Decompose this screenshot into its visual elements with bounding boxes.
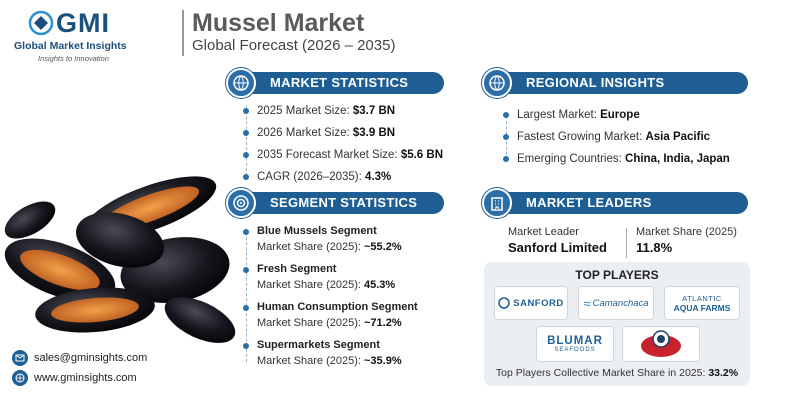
top-players-title: TOP PLAYERS [575, 268, 659, 282]
globe-chart-icon [226, 68, 256, 98]
mail-icon [12, 350, 28, 366]
market-statistics-line [246, 106, 247, 176]
gmi-emblem-icon [28, 10, 54, 36]
leader-label: Market Leader [508, 226, 579, 238]
segment-item: Human Consumption Segment Market Share (… [243, 300, 418, 332]
regional-insights-header: REGIONAL INSIGHTS [494, 72, 748, 94]
top-players-footer: Top Players Collective Market Share in 2… [495, 367, 739, 379]
segment-statistics-line [246, 232, 247, 362]
mussels-image [4, 176, 236, 343]
target-icon [226, 188, 256, 218]
sanford-logo: SANFORD [494, 286, 568, 320]
gmi-logo: GMI Global Market Insights Insights to I… [12, 8, 132, 70]
top-players-panel: TOP PLAYERS SANFORD ≈ Camanchaca ATLANTI… [484, 262, 750, 386]
segment-statistics-header: SEGMENT STATISTICS [238, 192, 444, 214]
building-icon [482, 188, 512, 218]
badge-logo [622, 326, 700, 362]
contact-website[interactable]: www.gminsights.com [12, 370, 137, 386]
logo-text: GMI [56, 8, 110, 38]
stat-row: Emerging Countries: China, India, Japan [503, 148, 730, 170]
page-subtitle: Global Forecast (2026 – 2035) [192, 37, 396, 54]
camanchaca-logo: ≈ Camanchaca [578, 286, 654, 320]
stat-row: CAGR (2026–2035): 4.3% [243, 166, 443, 188]
stat-row: Largest Market: Europe [503, 104, 730, 126]
market-statistics-heading: MARKET STATISTICS [270, 75, 409, 90]
sanford-mark-icon [498, 297, 510, 309]
brand-name: Global Market Insights [14, 40, 127, 52]
stat-row: Fastest Growing Market: Asia Pacific [503, 126, 730, 148]
leader-share-label: Market Share (2025) [636, 226, 737, 238]
wave-icon: ≈ [583, 295, 591, 311]
segment-statistics-list: Blue Mussels Segment Market Share (2025)… [243, 224, 418, 376]
atlantic-aqua-farms-logo: ATLANTIC AQUA FARMS [664, 286, 740, 320]
red-badge-emblem-icon [641, 330, 681, 357]
segment-item: Supermarkets Segment Market Share (2025)… [243, 338, 418, 370]
stat-row: 2026 Market Size: $3.9 BN [243, 122, 443, 144]
segment-item: Fresh Segment Market Share (2025): 45.3% [243, 262, 418, 294]
market-leader-box: Market Leader Sanford Limited Market Sha… [508, 226, 748, 262]
page-title: Mussel Market [192, 9, 365, 37]
market-leaders-heading: MARKET LEADERS [526, 195, 652, 210]
stat-row: 2035 Forecast Market Size: $5.6 BN [243, 144, 443, 166]
blumar-logo: BLUMAR SEAFOODS [536, 326, 614, 362]
leader-share-value: 11.8% [636, 240, 673, 255]
leader-divider [626, 228, 627, 258]
stat-row: 2025 Market Size: $3.7 BN [243, 100, 443, 122]
regional-insights-list: Largest Market: Europe Fastest Growing M… [503, 104, 730, 170]
segment-statistics-heading: SEGMENT STATISTICS [270, 195, 418, 210]
page-header: Mussel Market Global Forecast (2026 – 20… [182, 10, 395, 56]
market-statistics-list: 2025 Market Size: $3.7 BN 2026 Market Si… [243, 100, 443, 188]
globe-link-icon [12, 370, 28, 386]
globe-icon [482, 68, 512, 98]
contact-email[interactable]: sales@gminsights.com [12, 350, 147, 366]
brand-tagline: Insights to Innovation [38, 54, 109, 63]
segment-item: Blue Mussels Segment Market Share (2025)… [243, 224, 418, 256]
regional-insights-heading: REGIONAL INSIGHTS [526, 75, 665, 90]
leader-name: Sanford Limited [508, 240, 607, 255]
market-leaders-header: MARKET LEADERS [494, 192, 748, 214]
market-statistics-header: MARKET STATISTICS [238, 72, 444, 94]
